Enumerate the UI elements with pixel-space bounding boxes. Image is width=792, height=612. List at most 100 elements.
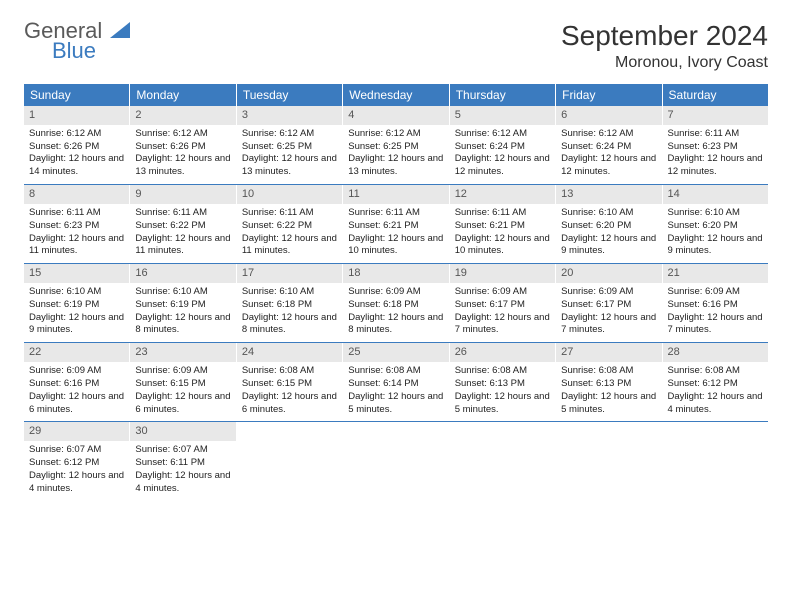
day-details: Sunrise: 6:09 AMSunset: 6:16 PMDaylight:… [663,283,768,342]
sunset-line: Sunset: 6:18 PM [348,299,443,312]
day-number: 29 [24,422,129,441]
day-details: Sunrise: 6:11 AMSunset: 6:22 PMDaylight:… [130,204,235,263]
day-details: Sunrise: 6:12 AMSunset: 6:26 PMDaylight:… [24,125,129,184]
daylight-line: Daylight: 12 hours and 8 minutes. [242,312,337,338]
day-number: 2 [130,106,235,125]
day-details: Sunrise: 6:08 AMSunset: 6:12 PMDaylight:… [663,362,768,421]
sunset-line: Sunset: 6:22 PM [242,220,337,233]
sunrise-line: Sunrise: 6:10 AM [561,207,656,220]
sunset-line: Sunset: 6:24 PM [561,141,656,154]
daylight-line: Daylight: 12 hours and 4 minutes. [135,470,230,496]
day-number: 16 [130,264,235,283]
calendar-day: 27Sunrise: 6:08 AMSunset: 6:13 PMDayligh… [556,343,662,421]
calendar-day: 10Sunrise: 6:11 AMSunset: 6:22 PMDayligh… [237,185,343,263]
calendar-week: 8Sunrise: 6:11 AMSunset: 6:23 PMDaylight… [24,185,768,264]
day-details: Sunrise: 6:11 AMSunset: 6:23 PMDaylight:… [663,125,768,184]
calendar-day: 8Sunrise: 6:11 AMSunset: 6:23 PMDaylight… [24,185,130,263]
day-details: Sunrise: 6:11 AMSunset: 6:21 PMDaylight:… [450,204,555,263]
sunrise-line: Sunrise: 6:11 AM [668,128,763,141]
calendar-day: 21Sunrise: 6:09 AMSunset: 6:16 PMDayligh… [663,264,768,342]
sunrise-line: Sunrise: 6:07 AM [29,444,124,457]
sunset-line: Sunset: 6:21 PM [455,220,550,233]
sunset-line: Sunset: 6:19 PM [135,299,230,312]
sunset-line: Sunset: 6:15 PM [242,378,337,391]
day-details: Sunrise: 6:08 AMSunset: 6:13 PMDaylight:… [556,362,661,421]
daylight-line: Daylight: 12 hours and 6 minutes. [29,391,124,417]
calendar-day: 4Sunrise: 6:12 AMSunset: 6:25 PMDaylight… [343,106,449,184]
logo-word-blue: Blue [52,40,130,62]
month-title: September 2024 [561,20,768,52]
day-number: 24 [237,343,342,362]
calendar-week: 15Sunrise: 6:10 AMSunset: 6:19 PMDayligh… [24,264,768,343]
day-number: 3 [237,106,342,125]
sunrise-line: Sunrise: 6:08 AM [561,365,656,378]
daylight-line: Daylight: 12 hours and 13 minutes. [242,153,337,179]
calendar: SundayMondayTuesdayWednesdayThursdayFrid… [24,84,768,500]
daylight-line: Daylight: 12 hours and 13 minutes. [348,153,443,179]
sunrise-line: Sunrise: 6:12 AM [242,128,337,141]
calendar-day: 9Sunrise: 6:11 AMSunset: 6:22 PMDaylight… [130,185,236,263]
day-details: Sunrise: 6:08 AMSunset: 6:14 PMDaylight:… [343,362,448,421]
day-details: Sunrise: 6:12 AMSunset: 6:25 PMDaylight:… [237,125,342,184]
calendar-day [663,422,768,500]
calendar-day: 1Sunrise: 6:12 AMSunset: 6:26 PMDaylight… [24,106,130,184]
calendar-day: 13Sunrise: 6:10 AMSunset: 6:20 PMDayligh… [556,185,662,263]
day-header: Friday [556,84,662,106]
sunrise-line: Sunrise: 6:11 AM [455,207,550,220]
day-details: Sunrise: 6:09 AMSunset: 6:18 PMDaylight:… [343,283,448,342]
calendar-week: 1Sunrise: 6:12 AMSunset: 6:26 PMDaylight… [24,106,768,185]
day-details: Sunrise: 6:09 AMSunset: 6:15 PMDaylight:… [130,362,235,421]
day-number: 22 [24,343,129,362]
calendar-day: 28Sunrise: 6:08 AMSunset: 6:12 PMDayligh… [663,343,768,421]
calendar-day: 24Sunrise: 6:08 AMSunset: 6:15 PMDayligh… [237,343,343,421]
sunset-line: Sunset: 6:11 PM [135,457,230,470]
sunset-line: Sunset: 6:14 PM [348,378,443,391]
day-number: 7 [663,106,768,125]
day-number: 10 [237,185,342,204]
day-number: 19 [450,264,555,283]
sunrise-line: Sunrise: 6:09 AM [348,286,443,299]
title-block: September 2024 Moronou, Ivory Coast [561,20,768,72]
daylight-line: Daylight: 12 hours and 8 minutes. [348,312,443,338]
location: Moronou, Ivory Coast [561,54,768,72]
calendar-day: 22Sunrise: 6:09 AMSunset: 6:16 PMDayligh… [24,343,130,421]
day-number: 4 [343,106,448,125]
sunset-line: Sunset: 6:24 PM [455,141,550,154]
day-details: Sunrise: 6:07 AMSunset: 6:11 PMDaylight:… [130,441,235,500]
day-number: 25 [343,343,448,362]
calendar-day: 7Sunrise: 6:11 AMSunset: 6:23 PMDaylight… [663,106,768,184]
calendar-day: 12Sunrise: 6:11 AMSunset: 6:21 PMDayligh… [450,185,556,263]
daylight-line: Daylight: 12 hours and 13 minutes. [135,153,230,179]
sunrise-line: Sunrise: 6:11 AM [242,207,337,220]
calendar-day: 3Sunrise: 6:12 AMSunset: 6:25 PMDaylight… [237,106,343,184]
daylight-line: Daylight: 12 hours and 7 minutes. [455,312,550,338]
day-header: Wednesday [343,84,449,106]
day-details: Sunrise: 6:08 AMSunset: 6:15 PMDaylight:… [237,362,342,421]
calendar-day: 5Sunrise: 6:12 AMSunset: 6:24 PMDaylight… [450,106,556,184]
daylight-line: Daylight: 12 hours and 5 minutes. [561,391,656,417]
sunset-line: Sunset: 6:12 PM [29,457,124,470]
sunset-line: Sunset: 6:12 PM [668,378,763,391]
daylight-line: Daylight: 12 hours and 11 minutes. [29,233,124,259]
calendar-day: 30Sunrise: 6:07 AMSunset: 6:11 PMDayligh… [130,422,236,500]
calendar-day: 23Sunrise: 6:09 AMSunset: 6:15 PMDayligh… [130,343,236,421]
daylight-line: Daylight: 12 hours and 11 minutes. [135,233,230,259]
day-details: Sunrise: 6:09 AMSunset: 6:17 PMDaylight:… [556,283,661,342]
sunrise-line: Sunrise: 6:09 AM [668,286,763,299]
day-header: Thursday [450,84,556,106]
day-header: Sunday [24,84,130,106]
logo: General Blue [24,20,130,62]
sunrise-line: Sunrise: 6:09 AM [135,365,230,378]
day-number: 13 [556,185,661,204]
sunrise-line: Sunrise: 6:12 AM [561,128,656,141]
day-header: Tuesday [237,84,343,106]
sunset-line: Sunset: 6:20 PM [561,220,656,233]
sunrise-line: Sunrise: 6:10 AM [668,207,763,220]
sunset-line: Sunset: 6:26 PM [29,141,124,154]
day-number: 14 [663,185,768,204]
daylight-line: Daylight: 12 hours and 10 minutes. [455,233,550,259]
day-details: Sunrise: 6:12 AMSunset: 6:24 PMDaylight:… [450,125,555,184]
sunset-line: Sunset: 6:25 PM [348,141,443,154]
day-header: Saturday [663,84,768,106]
daylight-line: Daylight: 12 hours and 10 minutes. [348,233,443,259]
